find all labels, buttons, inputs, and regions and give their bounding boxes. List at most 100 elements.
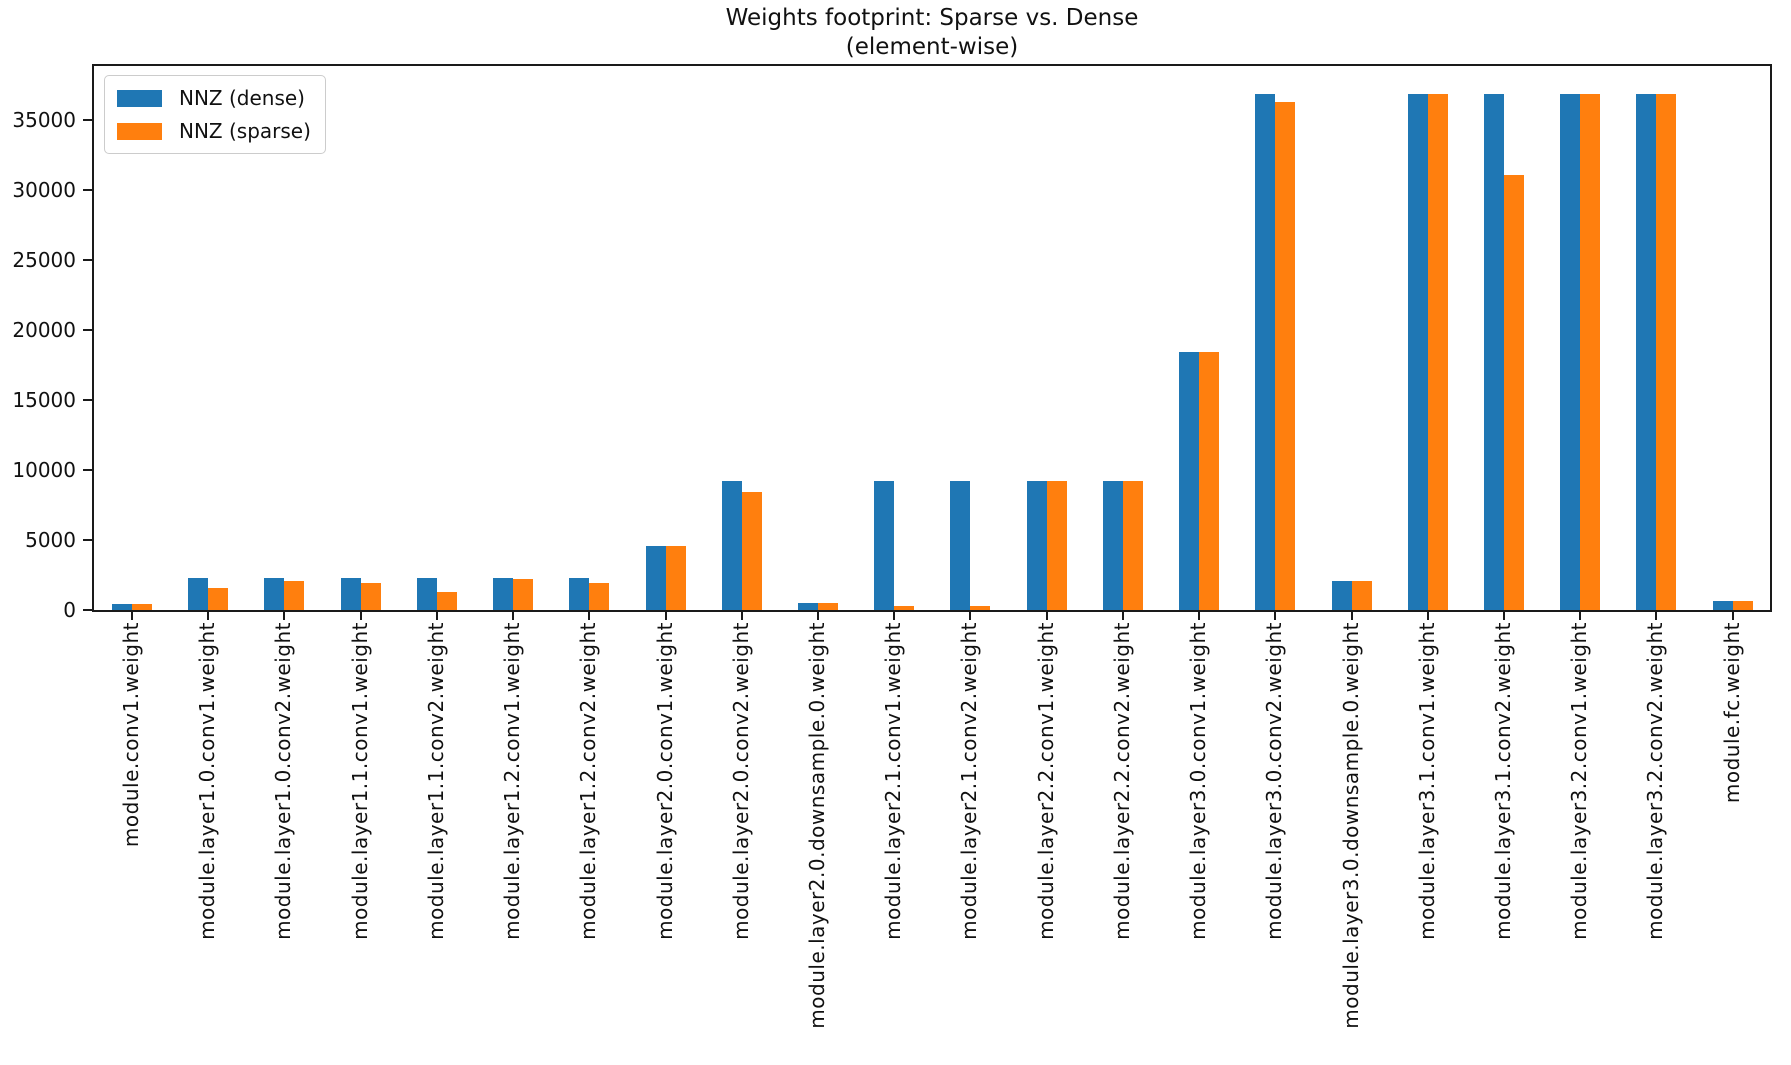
bar-dense bbox=[569, 577, 590, 610]
bar-sparse bbox=[1732, 601, 1753, 610]
x-tick-mark bbox=[588, 612, 591, 620]
x-tick-mark bbox=[740, 612, 743, 620]
bar-dense bbox=[721, 481, 742, 610]
x-tick-mark bbox=[816, 612, 819, 620]
bar-dense bbox=[950, 481, 971, 610]
y-tick-label: 5000 bbox=[25, 527, 76, 552]
bar-sparse bbox=[1580, 93, 1601, 610]
y-tick-mark bbox=[83, 609, 92, 611]
bar-sparse bbox=[1503, 174, 1524, 610]
bar-sparse bbox=[665, 545, 686, 610]
bar-sparse bbox=[970, 605, 991, 610]
y-tick-mark bbox=[83, 468, 92, 471]
x-tick-mark bbox=[1198, 612, 1201, 620]
bar-sparse bbox=[360, 583, 381, 610]
x-tick-mark bbox=[1731, 612, 1734, 620]
x-tick-label: module.layer2.2.conv2.weight bbox=[1109, 622, 1134, 940]
bar-sparse bbox=[894, 605, 915, 610]
y-tick-label: 25000 bbox=[12, 247, 76, 272]
legend-entry-sparse: NNZ (sparse) bbox=[117, 119, 311, 143]
y-tick-label: 20000 bbox=[12, 317, 76, 342]
legend-label-sparse: NNZ (sparse) bbox=[179, 119, 311, 143]
x-tick-mark bbox=[1121, 612, 1124, 620]
x-tick-label: module.layer1.1.conv2.weight bbox=[423, 622, 448, 940]
x-tick-label: module.fc.weight bbox=[1719, 622, 1744, 804]
y-tick-label: 15000 bbox=[12, 387, 76, 412]
x-tick-label: module.layer3.2.conv2.weight bbox=[1643, 622, 1668, 940]
bar-dense bbox=[874, 481, 895, 610]
legend-swatch-dense bbox=[117, 89, 162, 107]
bar-sparse bbox=[1427, 93, 1448, 610]
y-tick-mark bbox=[83, 188, 92, 191]
x-tick-label: module.layer1.2.conv1.weight bbox=[500, 622, 525, 940]
x-tick-label: module.layer1.0.conv2.weight bbox=[271, 622, 296, 940]
bar-dense bbox=[797, 602, 818, 610]
bar-dense bbox=[1331, 581, 1352, 610]
x-tick-label: module.layer1.0.conv1.weight bbox=[195, 622, 220, 940]
x-tick-mark bbox=[207, 612, 210, 620]
bar-sparse bbox=[741, 492, 762, 610]
x-tick-label: module.conv1.weight bbox=[119, 622, 143, 848]
x-tick-label: module.layer2.0.conv1.weight bbox=[652, 622, 677, 940]
x-tick-mark bbox=[1502, 612, 1505, 620]
bar-dense bbox=[1179, 352, 1200, 610]
bar-dense bbox=[1636, 93, 1657, 610]
y-tick-mark bbox=[83, 118, 92, 121]
bar-sparse bbox=[1046, 481, 1067, 610]
x-tick-mark bbox=[664, 612, 667, 620]
x-tick-mark bbox=[1655, 612, 1658, 620]
bar-dense bbox=[1712, 601, 1733, 610]
bar-sparse bbox=[1122, 481, 1143, 610]
x-tick-label: module.layer3.2.conv1.weight bbox=[1567, 622, 1592, 940]
x-tick-label: module.layer1.1.conv1.weight bbox=[347, 622, 372, 940]
y-tick-mark bbox=[83, 328, 92, 331]
y-tick-label: 35000 bbox=[12, 107, 76, 132]
y-tick-mark bbox=[83, 258, 92, 261]
bar-dense bbox=[1026, 481, 1047, 610]
y-tick-label: 30000 bbox=[12, 177, 76, 202]
bar-dense bbox=[645, 545, 666, 610]
x-tick-label: module.layer2.1.conv2.weight bbox=[957, 622, 982, 940]
chart-title-line1: Weights footprint: Sparse vs. Dense bbox=[725, 5, 1139, 31]
y-tick-label: 0 bbox=[63, 598, 76, 622]
chart-title-line2: (element-wise) bbox=[845, 34, 1019, 60]
bar-sparse bbox=[1656, 93, 1677, 610]
y-tick-mark bbox=[83, 398, 92, 401]
bar-sparse bbox=[436, 591, 457, 610]
x-tick-mark bbox=[131, 612, 133, 620]
legend-swatch-sparse bbox=[117, 122, 162, 140]
x-tick-mark bbox=[1350, 612, 1353, 620]
x-tick-mark bbox=[1579, 612, 1582, 620]
bar-sparse bbox=[589, 583, 610, 610]
bar-dense bbox=[1407, 93, 1428, 610]
x-tick-label: module.layer3.0.conv1.weight bbox=[1186, 622, 1211, 940]
bar-dense bbox=[493, 577, 514, 610]
x-tick-label: module.layer2.1.conv1.weight bbox=[881, 622, 906, 940]
legend-label-dense: NNZ (dense) bbox=[179, 86, 305, 110]
x-tick-mark bbox=[512, 612, 515, 620]
bar-sparse bbox=[132, 604, 152, 610]
x-tick-label: module.layer1.2.conv2.weight bbox=[576, 622, 601, 940]
x-tick-label: module.layer3.1.conv1.weight bbox=[1414, 622, 1439, 940]
x-tick-mark bbox=[1274, 612, 1277, 620]
x-tick-mark bbox=[435, 612, 438, 620]
plot-area bbox=[92, 64, 1772, 612]
x-tick-mark bbox=[359, 612, 362, 620]
bar-sparse bbox=[284, 581, 305, 610]
bar-dense bbox=[1102, 481, 1123, 610]
x-tick-label: module.layer2.0.conv2.weight bbox=[728, 622, 753, 940]
y-tick-mark bbox=[83, 538, 92, 541]
y-tick-label: 10000 bbox=[12, 457, 76, 482]
bar-dense bbox=[188, 577, 209, 610]
bar-sparse bbox=[513, 579, 534, 610]
chart-title: Weights footprint: Sparse vs. Dense (ele… bbox=[92, 4, 1772, 62]
x-tick-label: module.layer2.2.conv1.weight bbox=[1033, 622, 1058, 940]
x-tick-mark bbox=[283, 612, 286, 620]
x-tick-label: module.layer3.0.downsample.0.weight bbox=[1338, 622, 1363, 1029]
legend-entry-dense: NNZ (dense) bbox=[117, 86, 311, 110]
x-tick-label: module.layer3.1.conv2.weight bbox=[1490, 622, 1515, 940]
bar-dense bbox=[340, 577, 361, 610]
bar-dense bbox=[112, 604, 132, 610]
bar-dense bbox=[416, 577, 437, 610]
